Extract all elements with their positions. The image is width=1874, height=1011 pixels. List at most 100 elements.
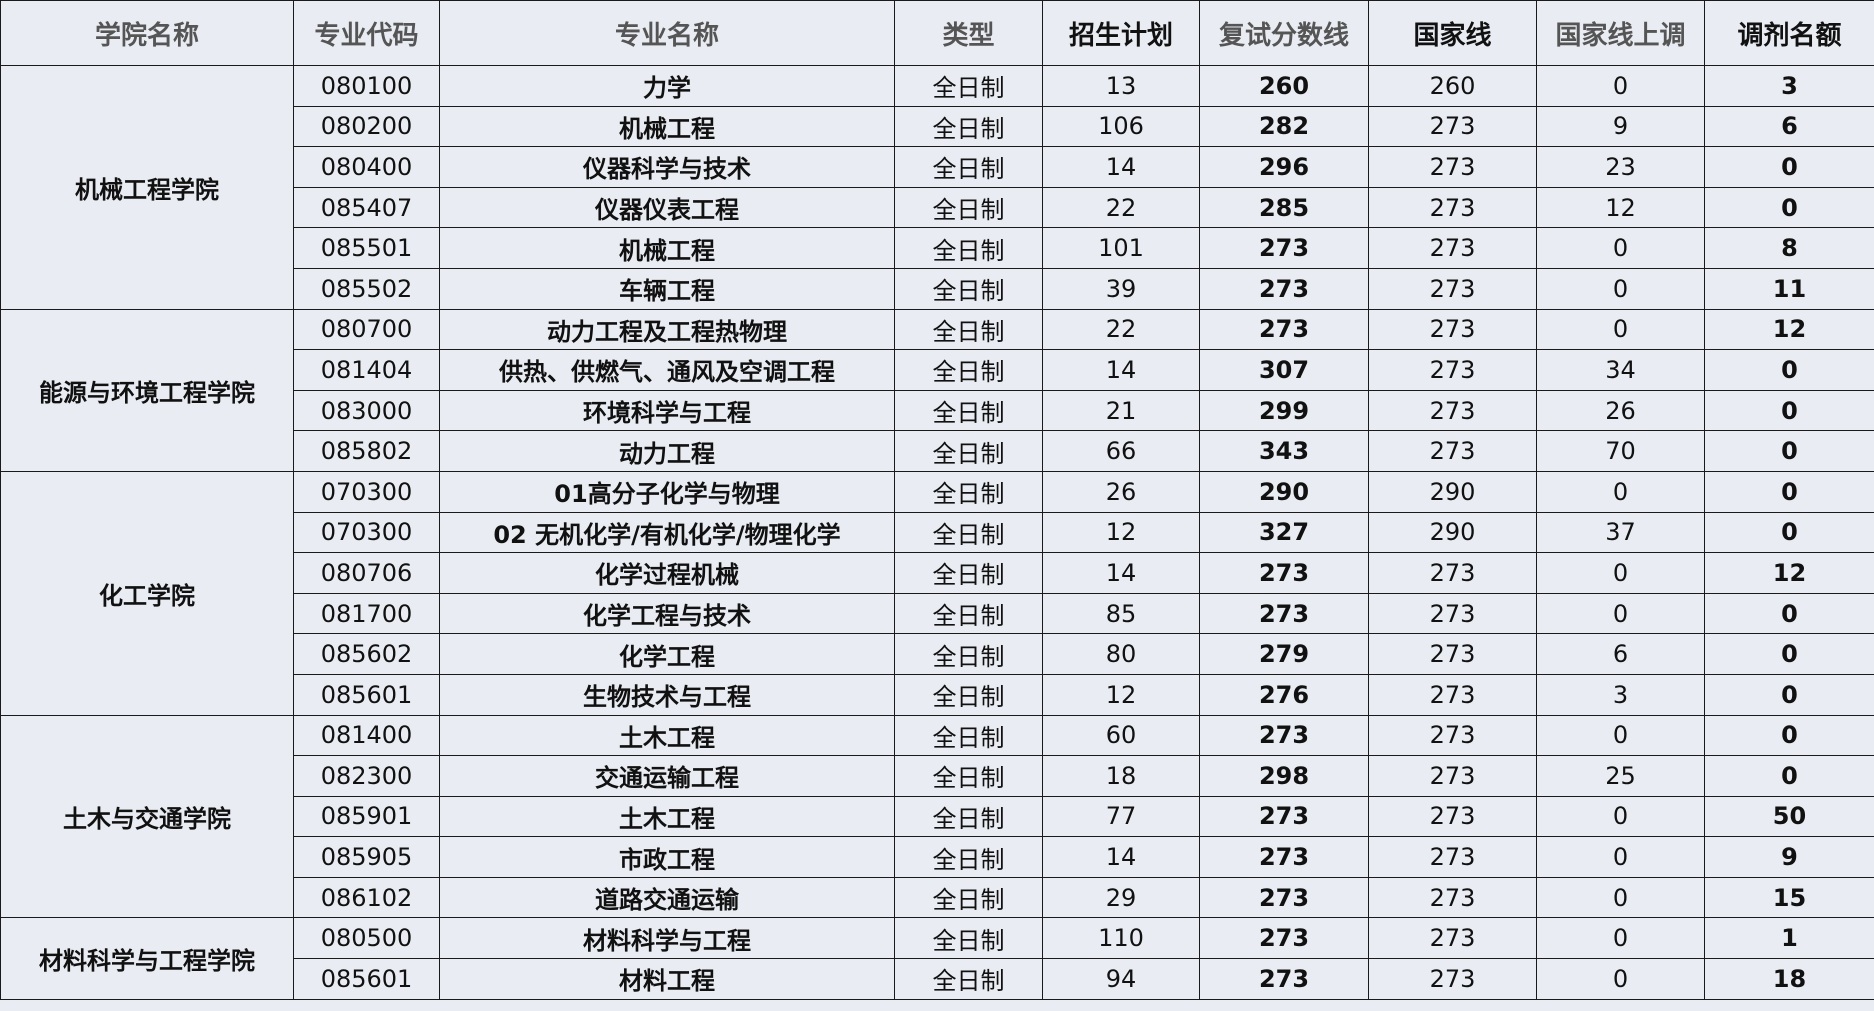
- national-line-increase-cell: 0: [1536, 795, 1705, 838]
- major-name-cell: 土木工程: [439, 714, 895, 757]
- enrollment-plan-cell: 101: [1042, 227, 1200, 269]
- major-name-cell: 道路交通运输: [439, 876, 895, 919]
- table-row: 085601 生物技术与工程 全日制 12 276 273 3 0: [1, 673, 1874, 716]
- study-type-cell: 全日制: [894, 876, 1043, 919]
- national-line-increase-cell: 0: [1536, 470, 1705, 513]
- national-line-increase-cell: 26: [1536, 389, 1705, 432]
- major-name-cell: 材料科学与工程: [439, 917, 895, 960]
- adjustment-quota-cell: 0: [1704, 714, 1874, 757]
- college-name-cell: 机械工程学院: [0, 65, 294, 310]
- retest-score-cell: 273: [1199, 267, 1369, 310]
- major-code-cell: 080200: [293, 105, 440, 148]
- table-row: 085802 动力工程 全日制 66 343 273 70 0: [1, 430, 1874, 472]
- enrollment-plan-cell: 14: [1042, 349, 1200, 391]
- enrollment-plan-cell: 110: [1042, 917, 1200, 960]
- adjustment-quota-cell: 11: [1704, 267, 1874, 310]
- national-line-increase-cell: 0: [1536, 836, 1705, 878]
- enrollment-plan-cell: 85: [1042, 592, 1200, 635]
- major-name-cell: 机械工程: [439, 105, 895, 148]
- retest-score-cell: 343: [1199, 430, 1369, 472]
- national-line-cell: 290: [1368, 511, 1537, 554]
- national-line-cell: 273: [1368, 267, 1537, 310]
- adjustment-quota-cell: 15: [1704, 876, 1874, 919]
- national-line-increase-cell: 70: [1536, 430, 1705, 472]
- adjustment-quota-cell: 0: [1704, 470, 1874, 513]
- retest-score-cell: 273: [1199, 592, 1369, 635]
- adjustment-quota-cell: 0: [1704, 633, 1874, 675]
- national-line-cell: 273: [1368, 592, 1537, 635]
- national-line-increase-cell: 25: [1536, 755, 1705, 797]
- major-code-cell: 086102: [293, 876, 440, 919]
- table-row: 土木与交通学院 081400 土木工程 全日制 60 273 273 0 0: [0, 714, 1874, 919]
- major-name-cell: 动力工程及工程热物理: [439, 308, 895, 351]
- national-line-cell: 273: [1368, 958, 1537, 1000]
- retest-score-cell: 273: [1199, 836, 1369, 878]
- national-line-cell: 273: [1368, 917, 1537, 960]
- major-code-cell: 085901: [293, 795, 440, 838]
- study-type-cell: 全日制: [894, 673, 1043, 716]
- table-row: 080400 仪器科学与技术 全日制 14 296 273 23 0: [1, 146, 1874, 188]
- study-type-cell: 全日制: [894, 389, 1043, 432]
- major-name-cell: 市政工程: [439, 836, 895, 878]
- adjustment-quota-cell: 3: [1704, 65, 1874, 107]
- major-code-cell: 080500: [293, 917, 440, 960]
- retest-score-cell: 273: [1199, 308, 1369, 351]
- retest-score-cell: 273: [1199, 552, 1369, 594]
- adjustment-quota-cell: 50: [1704, 795, 1874, 838]
- adjustment-quota-cell: 18: [1704, 958, 1874, 1000]
- enrollment-plan-cell: 26: [1042, 470, 1200, 513]
- national-line-cell: 273: [1368, 227, 1537, 269]
- major-code-cell: 080100: [293, 65, 440, 107]
- table-row: 086102 道路交通运输 全日制 29 273 273 0 15: [1, 876, 1874, 919]
- header-enrollment-plan: 招生计划: [1042, 0, 1200, 66]
- enrollment-plan-cell: 22: [1042, 186, 1200, 229]
- adjustment-quota-cell: 0: [1704, 673, 1874, 716]
- major-name-cell: 化学工程与技术: [439, 592, 895, 635]
- table-row: 085502 车辆工程 全日制 39 273 273 0 11: [1, 267, 1874, 310]
- major-code-cell: 080700: [293, 308, 440, 351]
- study-type-cell: 全日制: [894, 430, 1043, 472]
- national-line-increase-cell: 37: [1536, 511, 1705, 554]
- major-code-cell: 081404: [293, 349, 440, 391]
- national-line-increase-cell: 0: [1536, 592, 1705, 635]
- study-type-cell: 全日制: [894, 267, 1043, 310]
- header-study-type: 类型: [894, 0, 1043, 66]
- study-type-cell: 全日制: [894, 511, 1043, 554]
- adjustment-quota-cell: 0: [1704, 349, 1874, 391]
- retest-score-cell: 273: [1199, 795, 1369, 838]
- national-line-cell: 273: [1368, 430, 1537, 472]
- national-line-increase-cell: 0: [1536, 876, 1705, 919]
- retest-score-cell: 273: [1199, 876, 1369, 919]
- enrollment-plan-cell: 13: [1042, 65, 1200, 107]
- major-code-cell: 080706: [293, 552, 440, 594]
- national-line-increase-cell: 12: [1536, 186, 1705, 229]
- header-college-name: 学院名称: [0, 0, 294, 66]
- retest-score-cell: 307: [1199, 349, 1369, 391]
- major-name-cell: 供热、供燃气、通风及空调工程: [439, 349, 895, 391]
- study-type-cell: 全日制: [894, 105, 1043, 148]
- major-code-cell: 070300: [293, 511, 440, 554]
- enrollment-plan-cell: 29: [1042, 876, 1200, 919]
- adjustment-quota-cell: 12: [1704, 552, 1874, 594]
- retest-score-cell: 290: [1199, 470, 1369, 513]
- table-row: 能源与环境工程学院 080700 动力工程及工程热物理 全日制 22 273 273 0 12: [0, 308, 1874, 472]
- major-name-cell: 机械工程: [439, 227, 895, 269]
- national-line-increase-cell: 0: [1536, 917, 1705, 960]
- table-row: 081404 供热、供燃气、通风及空调工程 全日制 14 307 273 34 0: [1, 349, 1874, 391]
- study-type-cell: 全日制: [894, 308, 1043, 351]
- national-line-cell: 273: [1368, 552, 1537, 594]
- enrollment-plan-cell: 14: [1042, 146, 1200, 188]
- header-row: 学院名称 专业代码 专业名称 类型 招生计划 复试分数线 国家线 国家线上调 调剂名额: [0, 0, 1874, 66]
- adjustment-quota-cell: 0: [1704, 592, 1874, 635]
- header-retest-score: 复试分数线: [1199, 0, 1369, 66]
- table-row: 085407 仪器仪表工程 全日制 22 285 273 12 0: [1, 186, 1874, 229]
- national-line-cell: 273: [1368, 714, 1537, 757]
- national-line-cell: 273: [1368, 308, 1537, 351]
- study-type-cell: 全日制: [894, 186, 1043, 229]
- college-name-cell: 土木与交通学院: [0, 714, 294, 919]
- major-code-cell: 080400: [293, 146, 440, 188]
- adjustment-quota-cell: 9: [1704, 836, 1874, 878]
- enrollment-plan-cell: 12: [1042, 511, 1200, 554]
- adjustment-quota-cell: 0: [1704, 389, 1874, 432]
- national-line-increase-cell: 0: [1536, 227, 1705, 269]
